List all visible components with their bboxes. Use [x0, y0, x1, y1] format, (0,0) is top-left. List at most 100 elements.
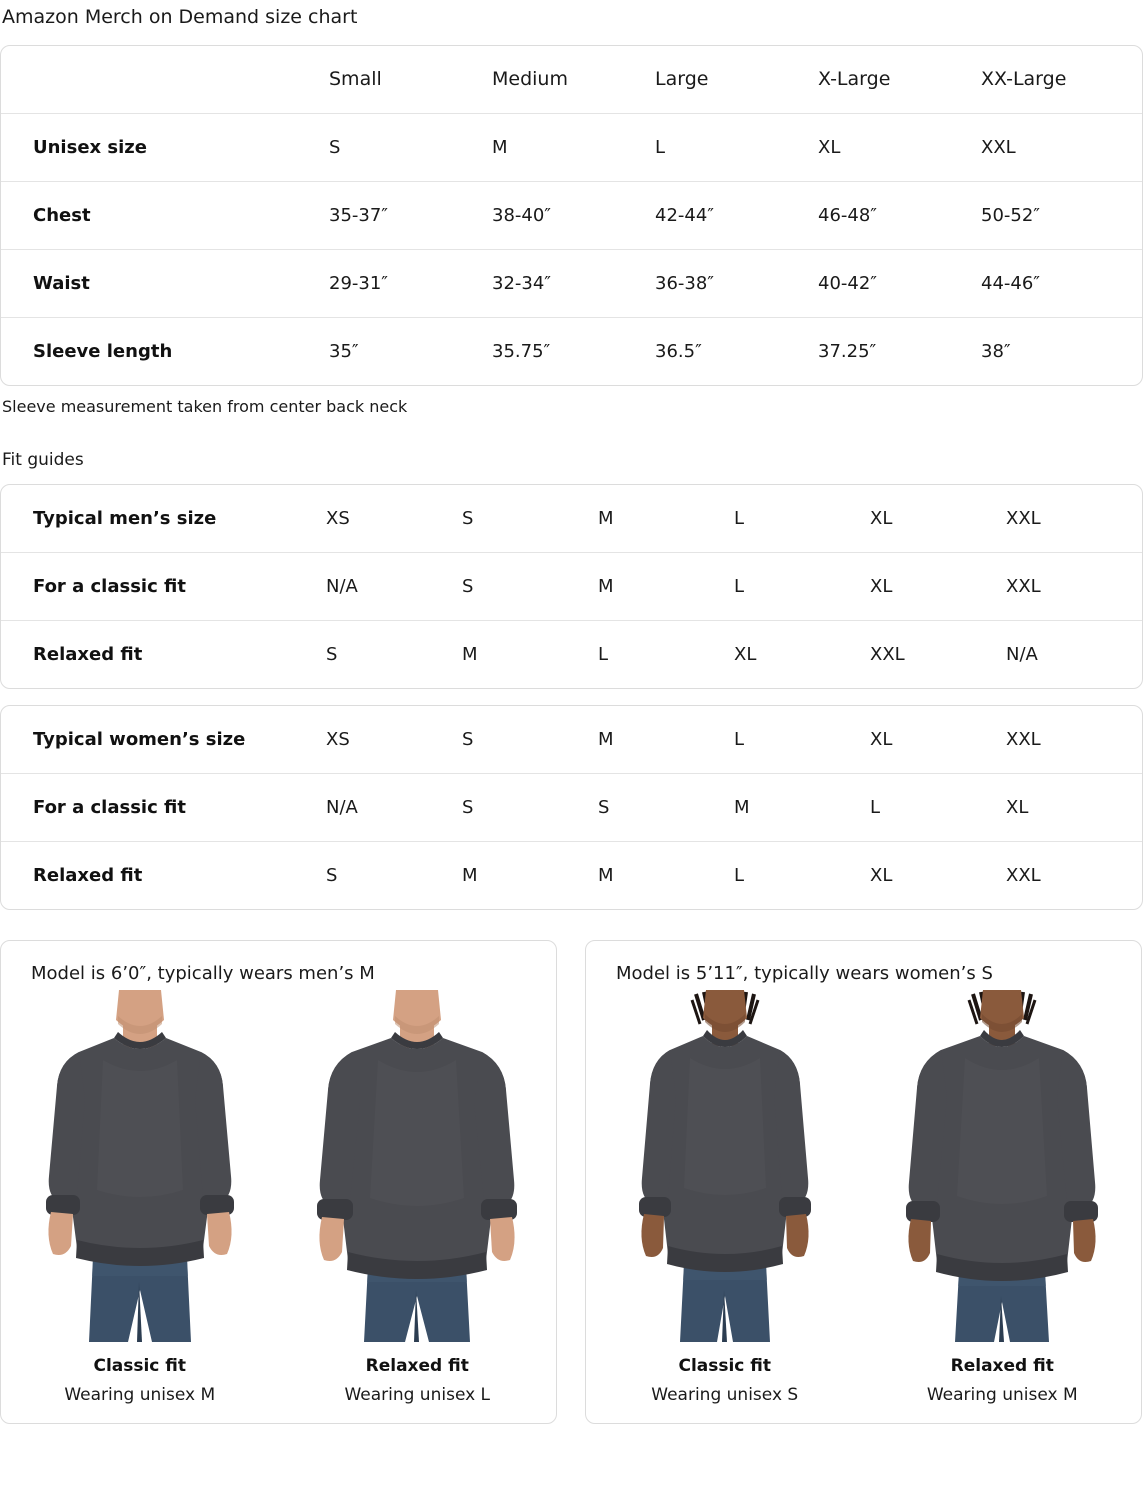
- cell-mens-classic-4: L: [734, 551, 870, 621]
- cell-mens-classic-1: N/A: [326, 551, 462, 621]
- cell-mens-classic-3: M: [598, 551, 734, 621]
- cell-womens-classic-5: L: [870, 772, 1006, 842]
- cell-womens-classic-6: XL: [1006, 772, 1142, 842]
- row-label-typical-mens-size: Typical men’s size: [33, 507, 217, 529]
- cell-chest-small: 35-37″: [329, 180, 492, 250]
- cell-womens-relaxed-4: L: [734, 840, 870, 909]
- cell-mens-relaxed-3: L: [598, 619, 734, 688]
- cell-womens-typical-1: XS: [326, 728, 350, 750]
- table-row: Unisex size S M L XL XXL: [1, 112, 1142, 182]
- table-spacer: [0, 689, 1143, 705]
- cell-womens-typical-6: XXL: [1006, 728, 1041, 750]
- womens-relaxed-fit-figure: Relaxed fit Wearing unisex M: [864, 989, 1142, 1405]
- size-chart-page: Amazon Merch on Demand size chart Small …: [0, 6, 1143, 1424]
- cell-sleeve-length-medium: 35.75″: [492, 316, 655, 385]
- cell-waist-large: 36-38″: [655, 248, 818, 318]
- womens-classic-fit-label: Classic fit: [678, 1355, 772, 1376]
- column-header-xx-large: XX-Large: [981, 68, 1067, 91]
- cell-mens-classic-6: XXL: [1006, 551, 1142, 621]
- table-row: Chest 35-37″ 38-40″ 42-44″ 46-48″ 50-52″: [1, 180, 1142, 250]
- row-label-womens-relaxed-fit: Relaxed fit: [1, 840, 326, 909]
- cell-unisex-size-medium: M: [492, 112, 655, 182]
- cell-mens-classic-5: XL: [870, 551, 1006, 621]
- column-header-blank: [1, 46, 329, 114]
- row-label-mens-classic-fit: For a classic fit: [1, 551, 326, 621]
- cell-womens-relaxed-5: XL: [870, 840, 1006, 909]
- row-label-unisex-size: Unisex size: [1, 112, 329, 182]
- mens-classic-fit-figure: Classic fit Wearing unisex M: [1, 989, 279, 1405]
- cell-waist-medium: 32-34″: [492, 248, 655, 318]
- cell-waist-x-large: 40-42″: [818, 248, 981, 318]
- female-model-relaxed-illustration: [877, 989, 1127, 1342]
- table-row: Typical women’s size XS S M L XL XXL: [1, 706, 1142, 774]
- cell-womens-classic-1: N/A: [326, 772, 462, 842]
- cell-waist-xx-large: 44-46″: [981, 248, 1142, 318]
- table-row: For a classic fit N/A S M L XL XXL: [1, 551, 1142, 621]
- cell-womens-relaxed-1: S: [326, 840, 462, 909]
- main-size-table-card: Small Medium Large X-Large XX-Large Unis…: [0, 44, 1143, 386]
- row-label-womens-classic-fit: For a classic fit: [1, 772, 326, 842]
- sleeve-measurement-note: Sleeve measurement taken from center bac…: [2, 396, 408, 416]
- table-row: Relaxed fit S M L XL XXL N/A: [1, 619, 1142, 688]
- cell-mens-typical-4: L: [734, 507, 745, 529]
- womens-relaxed-fit-label: Relaxed fit: [950, 1355, 1054, 1376]
- womens-model-heading: Model is 5’11″, typically wears women’s …: [616, 962, 993, 984]
- cell-mens-relaxed-6: N/A: [1006, 619, 1142, 688]
- cell-sleeve-length-x-large: 37.25″: [818, 316, 981, 385]
- row-label-mens-relaxed-fit: Relaxed fit: [1, 619, 326, 688]
- cell-mens-typical-3: M: [598, 507, 614, 529]
- mens-relaxed-wearing-label: Wearing unisex L: [344, 1384, 491, 1405]
- column-header-large: Large: [655, 68, 709, 91]
- female-relaxed-svg: [906, 989, 1099, 1342]
- mens-relaxed-fit-label: Relaxed fit: [365, 1355, 469, 1376]
- cell-mens-typical-5: XL: [870, 507, 893, 529]
- cell-sleeve-length-xx-large: 38″: [981, 316, 1142, 385]
- male-model-classic-illustration: [15, 989, 265, 1342]
- cell-mens-classic-2: S: [462, 551, 598, 621]
- cell-mens-typical-2: S: [462, 507, 474, 529]
- table-row: For a classic fit N/A S S M L XL: [1, 772, 1142, 842]
- cell-womens-relaxed-6: XXL: [1006, 840, 1142, 909]
- cell-chest-large: 42-44″: [655, 180, 818, 250]
- column-header-x-large: X-Large: [818, 68, 891, 91]
- womens-figures: Classic fit Wearing unisex S: [586, 989, 1142, 1405]
- cell-womens-classic-3: S: [598, 772, 734, 842]
- cell-unisex-size-small: S: [329, 112, 492, 182]
- cell-sleeve-length-small: 35″: [329, 316, 492, 385]
- fit-guides-heading: Fit guides: [2, 449, 84, 470]
- womens-classic-wearing-label: Wearing unisex S: [651, 1384, 799, 1405]
- cell-womens-typical-5: XL: [870, 728, 893, 750]
- cell-unisex-size-large: L: [655, 112, 818, 182]
- cell-womens-relaxed-3: M: [598, 840, 734, 909]
- cell-womens-typical-3: M: [598, 728, 614, 750]
- page-title: Amazon Merch on Demand size chart: [2, 6, 358, 28]
- cell-womens-typical-2: S: [462, 728, 474, 750]
- cell-womens-typical-4: L: [734, 728, 745, 750]
- row-label-waist: Waist: [1, 248, 329, 318]
- table-row: Waist 29-31″ 32-34″ 36-38″ 40-42″ 44-46″: [1, 248, 1142, 318]
- cell-unisex-size-xx-large: XXL: [981, 112, 1142, 182]
- womens-model-card: Model is 5’11″, typically wears women’s …: [585, 939, 1142, 1424]
- cell-mens-typical-6: XXL: [1006, 507, 1041, 529]
- cell-mens-relaxed-5: XXL: [870, 619, 1006, 688]
- column-header-medium: Medium: [492, 68, 568, 91]
- mens-figures: Classic fit Wearing unisex M: [1, 989, 557, 1405]
- womens-relaxed-wearing-label: Wearing unisex M: [926, 1384, 1078, 1405]
- cell-chest-xx-large: 50-52″: [981, 180, 1142, 250]
- female-model-classic-illustration: [600, 989, 850, 1342]
- mens-fit-guide-table: Typical men’s size XS S M L XL XXL For a…: [1, 485, 1142, 688]
- mens-relaxed-fit-figure: Relaxed fit Wearing unisex L: [279, 989, 557, 1405]
- mens-fit-guide-card: Typical men’s size XS S M L XL XXL For a…: [0, 483, 1143, 689]
- cell-mens-typical-1: XS: [326, 507, 350, 529]
- male-model-relaxed-illustration: [292, 989, 542, 1342]
- male-relaxed-svg: [317, 989, 518, 1342]
- main-size-table: Small Medium Large X-Large XX-Large Unis…: [1, 46, 1142, 385]
- mens-classic-wearing-label: Wearing unisex M: [64, 1384, 216, 1405]
- cell-chest-medium: 38-40″: [492, 180, 655, 250]
- cell-womens-classic-2: S: [462, 772, 598, 842]
- row-label-sleeve-length: Sleeve length: [1, 316, 329, 385]
- cell-waist-small: 29-31″: [329, 248, 492, 318]
- cell-unisex-size-x-large: XL: [818, 112, 981, 182]
- cell-womens-classic-4: M: [734, 772, 870, 842]
- mens-classic-fit-label: Classic fit: [93, 1355, 187, 1376]
